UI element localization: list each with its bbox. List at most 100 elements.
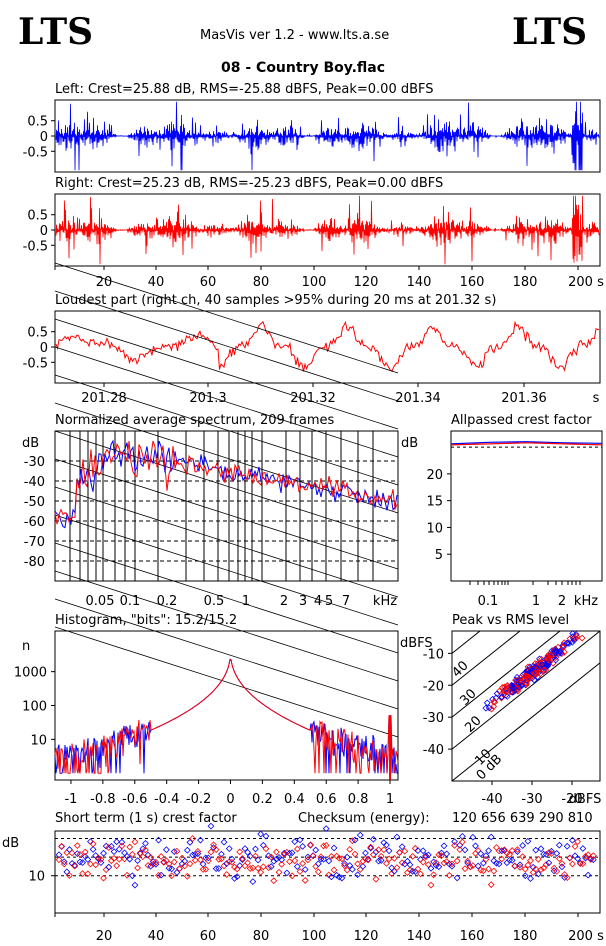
crest-short-point-right xyxy=(110,854,118,862)
crest-short-point-left xyxy=(152,860,160,868)
crest-short-point-left xyxy=(545,859,553,867)
app-title: MasVis ver 1.2 - www.lts.a.se xyxy=(200,28,390,43)
crest-short-point-right xyxy=(113,862,121,870)
crest-short-point-left xyxy=(252,845,259,853)
crest-short-point-right xyxy=(424,861,432,869)
crest-short-point-left xyxy=(362,849,369,857)
crest-short-point-right xyxy=(390,854,398,862)
crest-short-point-left xyxy=(257,830,265,838)
right-waveform xyxy=(55,195,600,265)
crest-short-point-left xyxy=(482,852,490,860)
peak-rms-xtick-label: -20 xyxy=(561,792,582,807)
crest-short-point-right xyxy=(218,855,225,863)
crest-short-point-left xyxy=(574,855,582,862)
crest-short-point-right xyxy=(545,849,553,856)
crest-short-point-right xyxy=(377,852,385,860)
crest-short-point-left xyxy=(278,856,286,864)
allpass-plot-frame xyxy=(450,430,603,582)
allpass-xtick-label: 0.1 xyxy=(478,594,499,609)
right-ytick-label: -0.5 xyxy=(23,239,48,254)
crest-short-point-left xyxy=(238,856,246,864)
checksum-label: Checksum (energy): xyxy=(298,811,430,826)
wave-xtick-label: 120 xyxy=(354,275,379,290)
crest-short-point-left xyxy=(369,835,377,843)
crest-short-point-right xyxy=(346,846,354,853)
crest-short-point-left xyxy=(218,850,225,858)
crest-short-point-right xyxy=(267,853,275,861)
crest-short-point-left xyxy=(259,841,267,849)
crest-short-point-left xyxy=(139,845,147,853)
crest-short-point-right xyxy=(92,861,100,869)
crest-short-point-left xyxy=(380,839,388,847)
peak-rms-diagonal xyxy=(452,662,600,781)
crest-short-point-left xyxy=(144,851,152,859)
peak-rms-diagonal xyxy=(452,631,600,750)
crest-short-point-right xyxy=(89,840,97,848)
right-ytick-label: 0.5 xyxy=(27,209,48,224)
crest-short-point-right xyxy=(97,856,105,863)
peak-rms-point xyxy=(490,698,498,706)
crest-short-point-right xyxy=(204,857,212,865)
crest-short-point-left xyxy=(569,836,576,844)
histogram-xtick-label: 0.8 xyxy=(348,792,369,807)
crest-short-point-left xyxy=(414,847,422,854)
crest-short-point-left xyxy=(155,836,162,844)
crest-short-point-left xyxy=(288,849,296,857)
left-title: Left: Crest=25.88 dB, RMS=-25.88 dBFS, P… xyxy=(55,82,434,97)
spectrum-slope-line xyxy=(54,626,399,738)
crest-short-point-right xyxy=(438,852,445,860)
peak-rms-point xyxy=(483,699,491,707)
crest-short-point-right xyxy=(254,864,262,872)
crest-short-point-right xyxy=(173,847,181,855)
crest-short-point-left xyxy=(265,852,272,860)
loudest-ytick-label: 0.5 xyxy=(27,326,48,341)
peak-rms-point xyxy=(536,670,544,678)
crest-short-point-left xyxy=(398,843,406,851)
peak-rms-point xyxy=(513,673,521,681)
wave-xtick-label: 180 xyxy=(513,275,538,290)
crest-short-point-right xyxy=(406,866,414,874)
crest-short-point-right xyxy=(76,850,84,858)
spectrum-slope-line xyxy=(54,402,399,514)
peak-rms-diagonals xyxy=(452,631,600,781)
crest-short-point-left xyxy=(419,847,427,855)
crest-short-point-left xyxy=(519,842,527,849)
crest-short-point-right xyxy=(299,860,307,867)
crest-short-point-right xyxy=(383,860,390,867)
crest-short-point-left xyxy=(495,860,503,868)
peak-rms-point xyxy=(538,655,545,663)
crest-short-point-right xyxy=(66,872,73,879)
crest-short-point-right xyxy=(427,881,435,889)
histogram-xtick-label: -1 xyxy=(64,792,77,807)
crest-short-point-right xyxy=(485,865,492,873)
histogram-xtick-label: 0.4 xyxy=(284,792,305,807)
crest-short-point-left xyxy=(485,847,492,855)
crest-short-point-right xyxy=(228,858,236,866)
crest-short-point-right xyxy=(506,851,513,859)
crest-short-point-left xyxy=(254,856,262,864)
crest-short-point-right xyxy=(435,851,443,859)
spectrum-slope-line xyxy=(54,374,399,486)
crest-short-point-left xyxy=(424,851,432,859)
peak-rms-point xyxy=(527,664,535,672)
crest-short-point-right xyxy=(354,860,362,868)
crest-short-point-right xyxy=(317,853,325,861)
crest-short-point-right xyxy=(582,852,589,860)
crest-short-point-right xyxy=(579,860,587,868)
wave-xtick-label: 80 xyxy=(253,275,270,290)
crest-short-point-left xyxy=(147,862,155,870)
crest-short-point-left xyxy=(283,869,291,877)
crest-short-point-right xyxy=(178,854,186,862)
crest-short-point-left xyxy=(351,836,359,844)
allpass-xtick-label: 1 xyxy=(532,594,540,609)
crest-short-point-right xyxy=(307,841,314,849)
allpass-ytick-label: 10 xyxy=(426,521,443,536)
histogram-ytick-label: 1000 xyxy=(14,666,47,681)
crest-short-point-left xyxy=(356,831,364,839)
wave-xtick-label: 40 xyxy=(148,275,165,290)
crest-short-point-right xyxy=(170,858,178,866)
crest-short-point-left xyxy=(134,857,141,865)
spectrum-slope-line xyxy=(54,318,399,430)
crest-short-point-right xyxy=(479,867,487,875)
crest-short-point-left xyxy=(314,860,322,868)
